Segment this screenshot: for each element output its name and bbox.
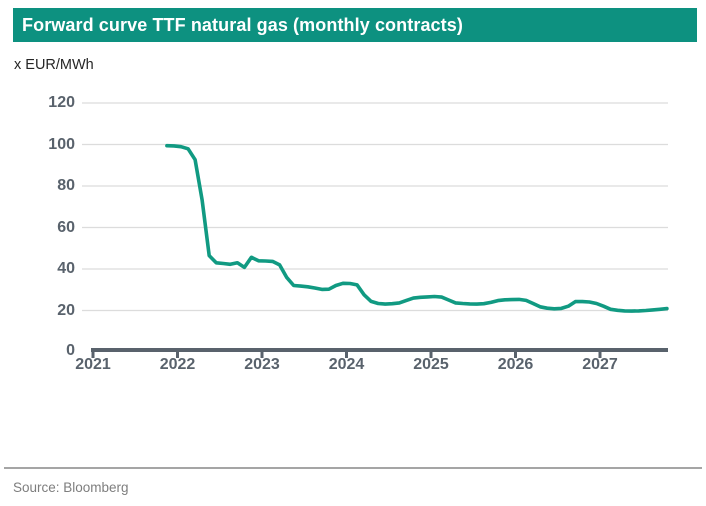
y-tick-label-60: 60 (57, 218, 75, 236)
y-axis-unit-label: x EUR/MWh (14, 57, 94, 73)
x-tick-label-2021: 2021 (75, 356, 111, 373)
y-tick-label-0: 0 (66, 341, 75, 359)
x-tick-label-2024: 2024 (328, 356, 365, 373)
x-tick-label-2022: 2022 (159, 356, 196, 373)
forward-curve-line (165, 143, 669, 313)
chart-title: Forward curve TTF natural gas (monthly c… (22, 14, 463, 35)
y-tick-label-120: 120 (48, 94, 75, 111)
x-tick-label-2026: 2026 (497, 356, 534, 373)
source-credit: Source: Bloomberg (13, 480, 129, 495)
x-tick-label-2025: 2025 (413, 356, 449, 373)
y-tick-label-20: 20 (57, 301, 75, 319)
x-tick-label-2023: 2023 (244, 356, 280, 373)
chart-title-bar: Forward curve TTF natural gas (monthly c… (13, 8, 697, 42)
y-tick-label-80: 80 (57, 177, 75, 194)
x-tick-label-2027: 2027 (582, 356, 618, 373)
horizontal-gridlines (82, 102, 668, 312)
y-tick-label-40: 40 (57, 260, 75, 277)
y-tick-label-100: 100 (48, 135, 75, 153)
footer-divider (4, 467, 702, 469)
